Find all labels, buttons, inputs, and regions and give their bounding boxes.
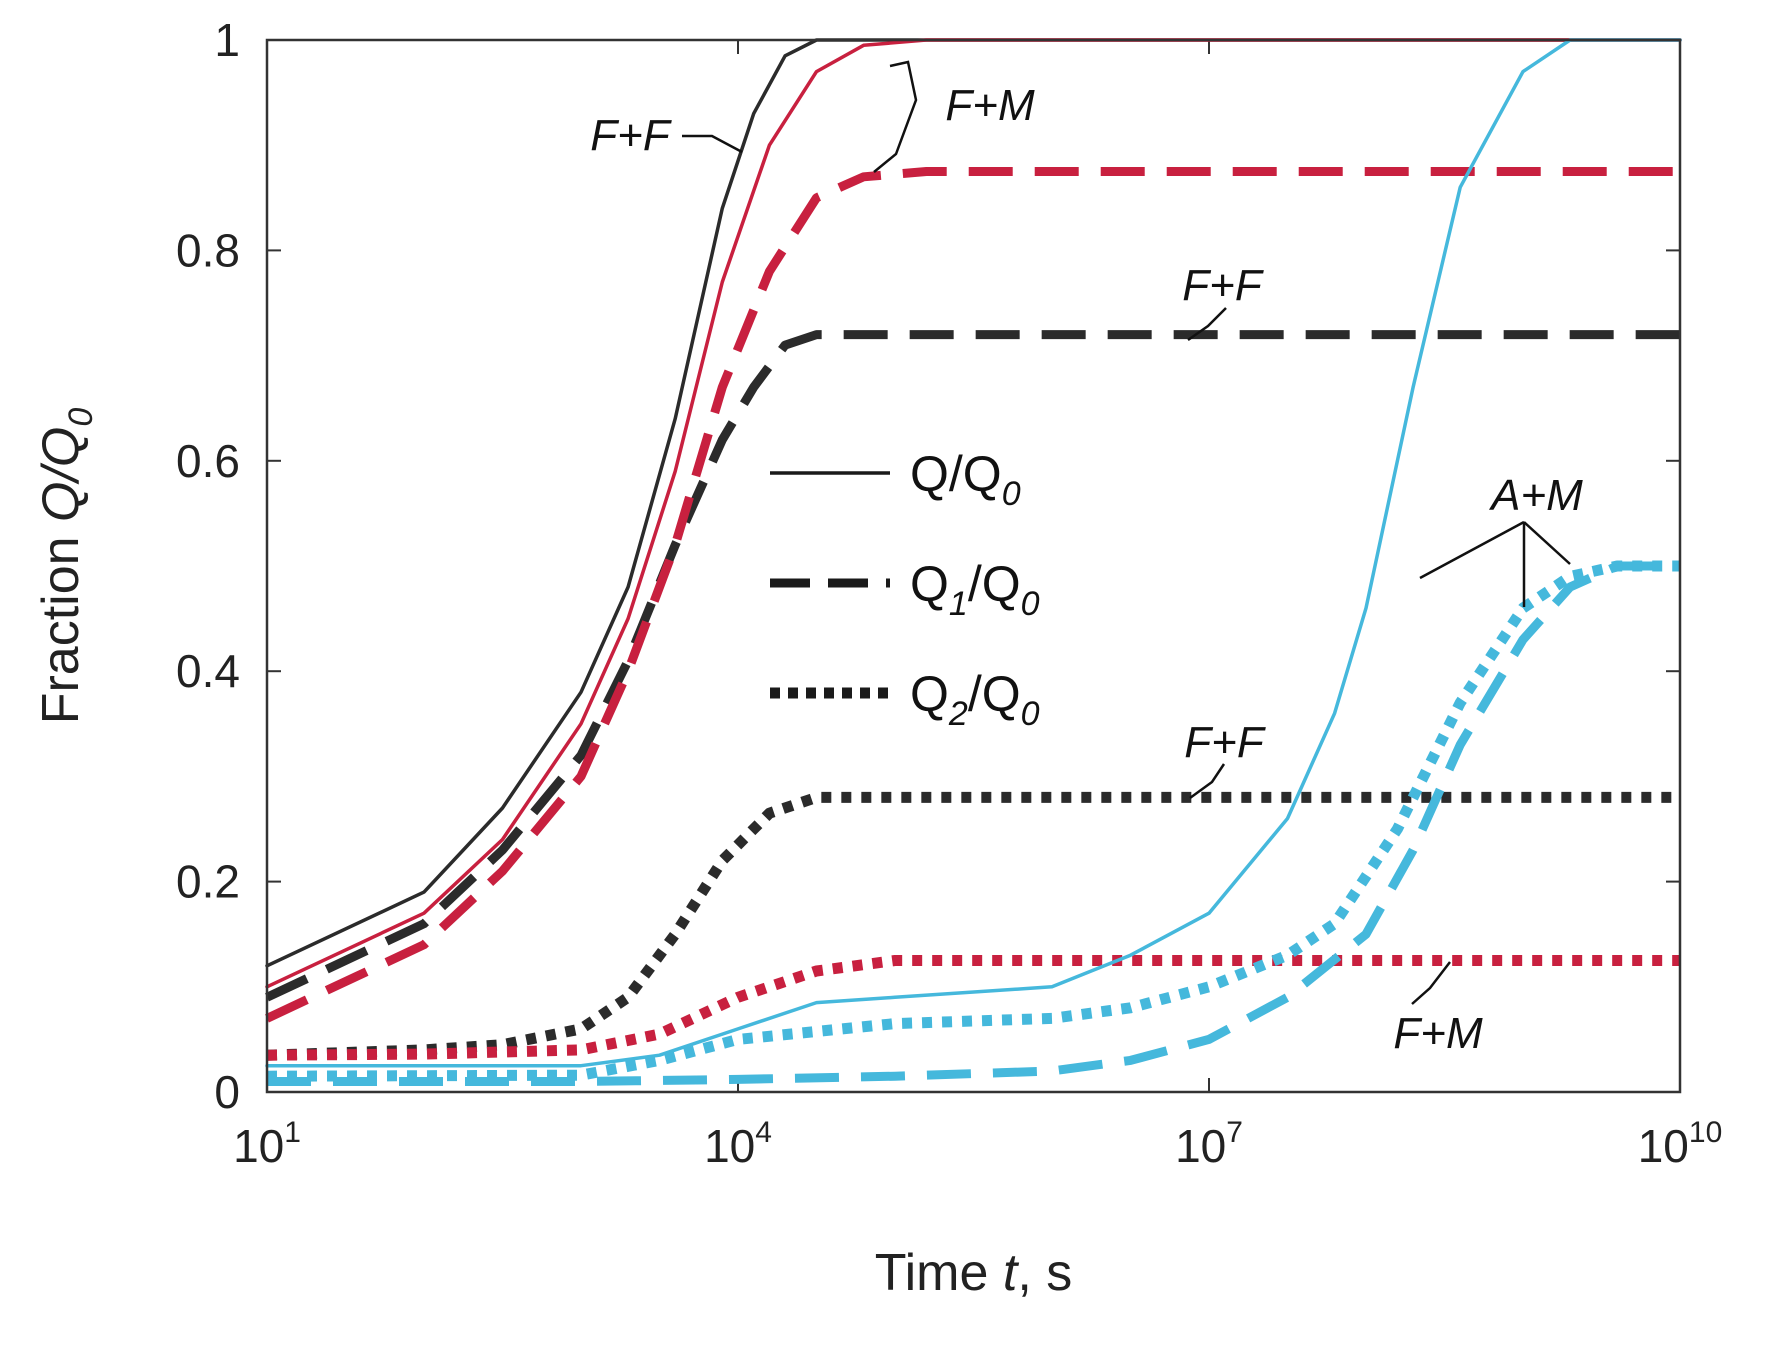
y-tick-label-0: 0 [214,1066,240,1118]
y-axis-title: Fraction Q/Q0 [32,408,100,725]
legend-label-dashed: Q1/Q0 [910,556,1040,623]
x-tick-label-2: 107 [1175,1116,1243,1172]
series-aplusm-solid-line [265,38,1682,1068]
axis-titles: Time t, s Fraction Q/Q0 [32,408,1072,1302]
annotation-label-5: F+M [1393,1009,1483,1058]
annotation-leader-1 [873,60,918,173]
plot-frame [265,38,1682,1094]
y-tick-label-1: 0.2 [176,856,240,908]
annotation-leader-6 [1189,763,1226,800]
annotation-label-3: A+M [1488,471,1583,520]
annotation-leader-5 [1523,521,1571,565]
annotation-label-1: F+M [945,81,1035,130]
series-aplusm-dotted-line [266,560,1680,1082]
series-fplusm-dotted-line [266,955,1680,1061]
y-tick-label-3: 0.6 [176,435,240,487]
series-fplusf-dotted-line [266,791,1680,1061]
x-tick-label-1: 104 [704,1116,772,1172]
annotations: F+F F+M F+F A+M F+F F+M [590,81,1583,1058]
legend: Q/Q0 Q1/Q0 Q2/Q0 [770,446,1040,733]
annotation-leaders [682,60,1571,1005]
annotation-leader-2 [1187,307,1227,342]
annotation-leader-7 [1411,961,1451,1005]
x-tick-label-0: 101 [233,1116,301,1172]
annotation-leader-0 [682,134,743,154]
axes-box [265,38,1682,1094]
series-fplusf-dashed-line [265,330,1680,1002]
legend-label-dotted: Q2/Q0 [910,666,1040,733]
annotation-label-0: F+F [590,111,672,160]
annotation-label-4: F+F [1184,718,1266,767]
y-tick-label-4: 0.8 [176,224,240,276]
annotation-label-2: F+F [1182,261,1264,310]
legend-label-solid: Q/Q0 [910,446,1021,513]
y-tick-label-2: 0.4 [176,645,240,697]
x-axis-title: Time t, s [875,1244,1072,1302]
annotation-leader-3 [1419,520,1525,580]
series-fplusm-dashed-line [265,167,1680,1023]
y-tick-label-5: 1 [214,14,240,66]
series-layer [265,38,1682,1086]
x-tick-label-3: 1010 [1638,1116,1723,1172]
tick-labels: 101 104 107 1010 0 0.2 0.4 0.6 0.8 1 [176,14,1722,1172]
